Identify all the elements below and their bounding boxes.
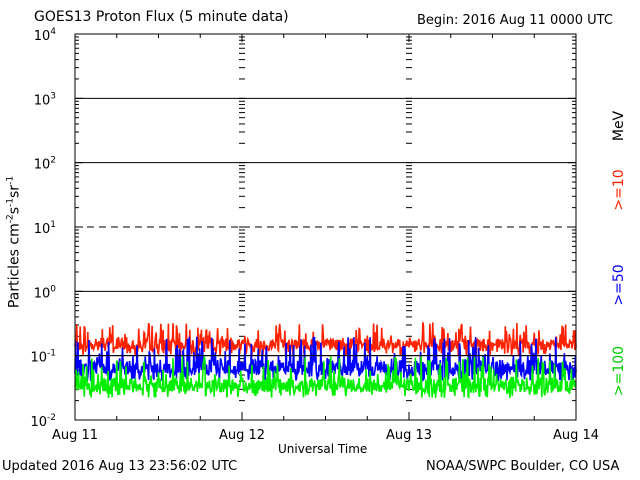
y-tick-exponent: 3: [50, 91, 56, 101]
x-tick-label: Aug 14: [553, 428, 599, 443]
y-tick-base: 10: [34, 29, 51, 44]
y-tick-exponent: 2: [50, 156, 56, 166]
x-axis-label: Universal Time: [278, 442, 368, 456]
begin-time: Begin: 2016 Aug 11 0000 UTC: [417, 13, 613, 28]
x-tick-label: Aug 13: [386, 428, 432, 443]
legend-series-10mev: >=10: [611, 169, 627, 211]
y-tick-label: 104: [34, 27, 57, 44]
legend-series-100mev: >=100: [611, 345, 627, 397]
legend-series-50mev: >=50: [611, 264, 627, 306]
credit-text: NOAA/SWPC Boulder, CO USA: [426, 459, 620, 474]
y-tick-base: 10: [30, 351, 47, 366]
y-tick-exponent: 1: [50, 220, 56, 230]
y-tick-label: 10-1: [30, 349, 56, 366]
x-tick-label: Aug 12: [219, 428, 265, 443]
x-tick-label: Aug 11: [52, 428, 98, 443]
y-tick-label: 102: [34, 156, 56, 173]
y-tick-exponent: 4: [50, 27, 56, 37]
unit-label: MeV: [611, 110, 627, 142]
y-tick-exponent: -2: [47, 413, 56, 423]
y-tick-base: 10: [34, 222, 51, 237]
plot-frame: [74, 33, 577, 421]
y-tick-label: 10-2: [30, 413, 56, 430]
y-tick-exponent: 0: [50, 284, 56, 294]
chart-title: GOES13 Proton Flux (5 minute data): [34, 9, 289, 25]
y-tick-label: 100: [34, 284, 57, 301]
y-tick-exponent: -1: [47, 349, 56, 359]
series-line-2: [74, 355, 577, 399]
y-tick-base: 10: [34, 286, 51, 301]
y-tick-base: 10: [34, 158, 51, 173]
y-tick-label: 103: [34, 91, 56, 108]
y-tick-base: 10: [30, 415, 47, 430]
series-line-0: [74, 322, 577, 358]
updated-timestamp: Updated 2016 Aug 13 23:56:02 UTC: [2, 459, 238, 474]
y-tick-base: 10: [34, 93, 51, 108]
y-tick-label: 101: [34, 220, 56, 237]
